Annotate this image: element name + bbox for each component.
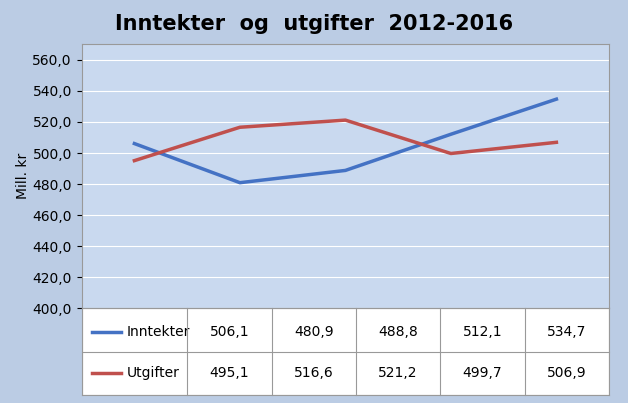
Inntekter <box>553 97 560 102</box>
Utgifter <box>236 125 244 130</box>
Inntekter <box>131 141 138 146</box>
Utgifter <box>342 118 349 123</box>
Text: 499,7: 499,7 <box>463 366 502 380</box>
Text: 488,8: 488,8 <box>378 325 418 339</box>
Text: 512,1: 512,1 <box>463 325 502 339</box>
Line: Inntekter: Inntekter <box>134 99 556 183</box>
Text: 480,9: 480,9 <box>294 325 333 339</box>
Utgifter <box>131 158 138 163</box>
Text: 534,7: 534,7 <box>547 325 587 339</box>
Text: Inntekter  og  utgifter  2012-2016: Inntekter og utgifter 2012-2016 <box>115 14 513 34</box>
Text: 521,2: 521,2 <box>379 366 418 380</box>
Text: 506,1: 506,1 <box>210 325 249 339</box>
Text: Inntekter: Inntekter <box>126 325 190 339</box>
Inntekter <box>236 180 244 185</box>
Text: 506,9: 506,9 <box>547 366 587 380</box>
Utgifter <box>553 140 560 145</box>
Inntekter <box>447 132 455 137</box>
Utgifter <box>447 151 455 156</box>
Text: Utgifter: Utgifter <box>126 366 180 380</box>
Text: 516,6: 516,6 <box>294 366 333 380</box>
Text: 495,1: 495,1 <box>210 366 249 380</box>
Y-axis label: Mill. kr: Mill. kr <box>16 153 30 199</box>
Line: Utgifter: Utgifter <box>134 120 556 161</box>
Inntekter <box>342 168 349 173</box>
